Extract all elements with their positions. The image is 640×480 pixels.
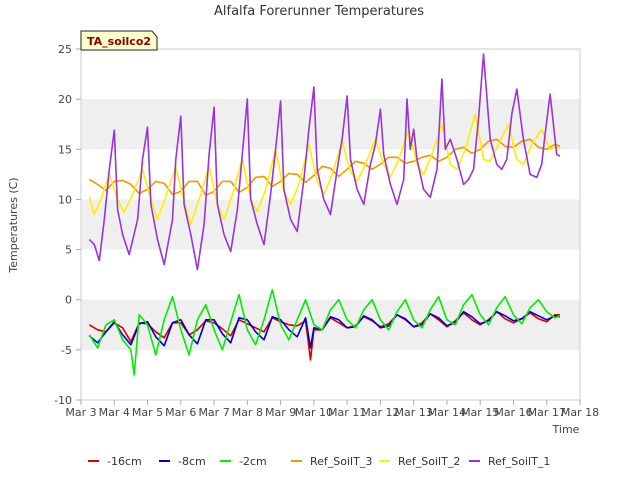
grid-band [81,199,580,250]
x-tick-label: Mar 15 [461,406,499,419]
x-tick-label: Mar 3 [65,406,96,419]
chart-title: Alfalfa Forerunner Temperatures [214,4,424,19]
x-tick-label: Mar 18 [561,406,599,419]
x-tick-label: Mar 5 [132,406,163,419]
site-tag-box [80,30,158,51]
y-tick-label: 0 [65,294,72,307]
y-tick-label: 10 [58,193,72,206]
plot-frame [80,48,581,401]
x-tick-label: Mar 14 [428,406,466,419]
y-tick-label: 15 [58,143,72,156]
y-tick-label: 5 [65,244,72,257]
x-axis-label: Time [552,423,580,436]
x-tick-label: Mar 4 [99,406,130,419]
legend-label-1: -8cm [178,455,206,468]
x-tick-label: Mar 8 [232,406,263,419]
legend-label-4: Ref_SoilT_2 [398,455,460,468]
x-tick-label: Mar 13 [395,406,433,419]
series-line-4 [88,113,561,226]
legend: -16cm -8cm -2cm Ref_SoilT_3 Ref_SoilT_2 Ref_S… [88,455,550,468]
series-line-2 [88,288,561,376]
axes [80,48,581,401]
x-tick-label: Mar 10 [295,406,333,419]
legend-label-0: -16cm [107,455,142,468]
grid-band [81,99,580,150]
series-line-5 [88,53,561,271]
y-axis-label: Temperatures (C) [7,177,20,273]
x-tick-label: Mar 6 [165,406,196,419]
grid-band [81,299,580,350]
y-tick-label: -10 [54,394,72,407]
x-tick-label: Mar 16 [494,406,532,419]
legend-label-3: Ref_SoilT_3 [310,455,372,468]
y-axis-ticks: -10 -5 0 5 10 15 20 25 [54,43,81,407]
series-lines [88,53,561,376]
legend-label-2: -2cm [239,455,267,468]
y-tick-label: 25 [58,43,72,56]
x-tick-label: Mar 17 [528,406,566,419]
site-tag-label: TA_soilco2 [87,35,151,48]
legend-label-5: Ref_SoilT_1 [488,455,550,468]
grid-bands [81,99,580,350]
x-tick-label: Mar 9 [265,406,296,419]
x-tick-label: Mar 11 [328,406,366,419]
y-tick-label: -5 [61,344,72,357]
site-tag: TA_soilco2 [80,30,158,51]
y-tick-label: 20 [58,93,72,106]
x-tick-label: Mar 12 [361,406,399,419]
x-tick-label: Mar 7 [198,406,229,419]
